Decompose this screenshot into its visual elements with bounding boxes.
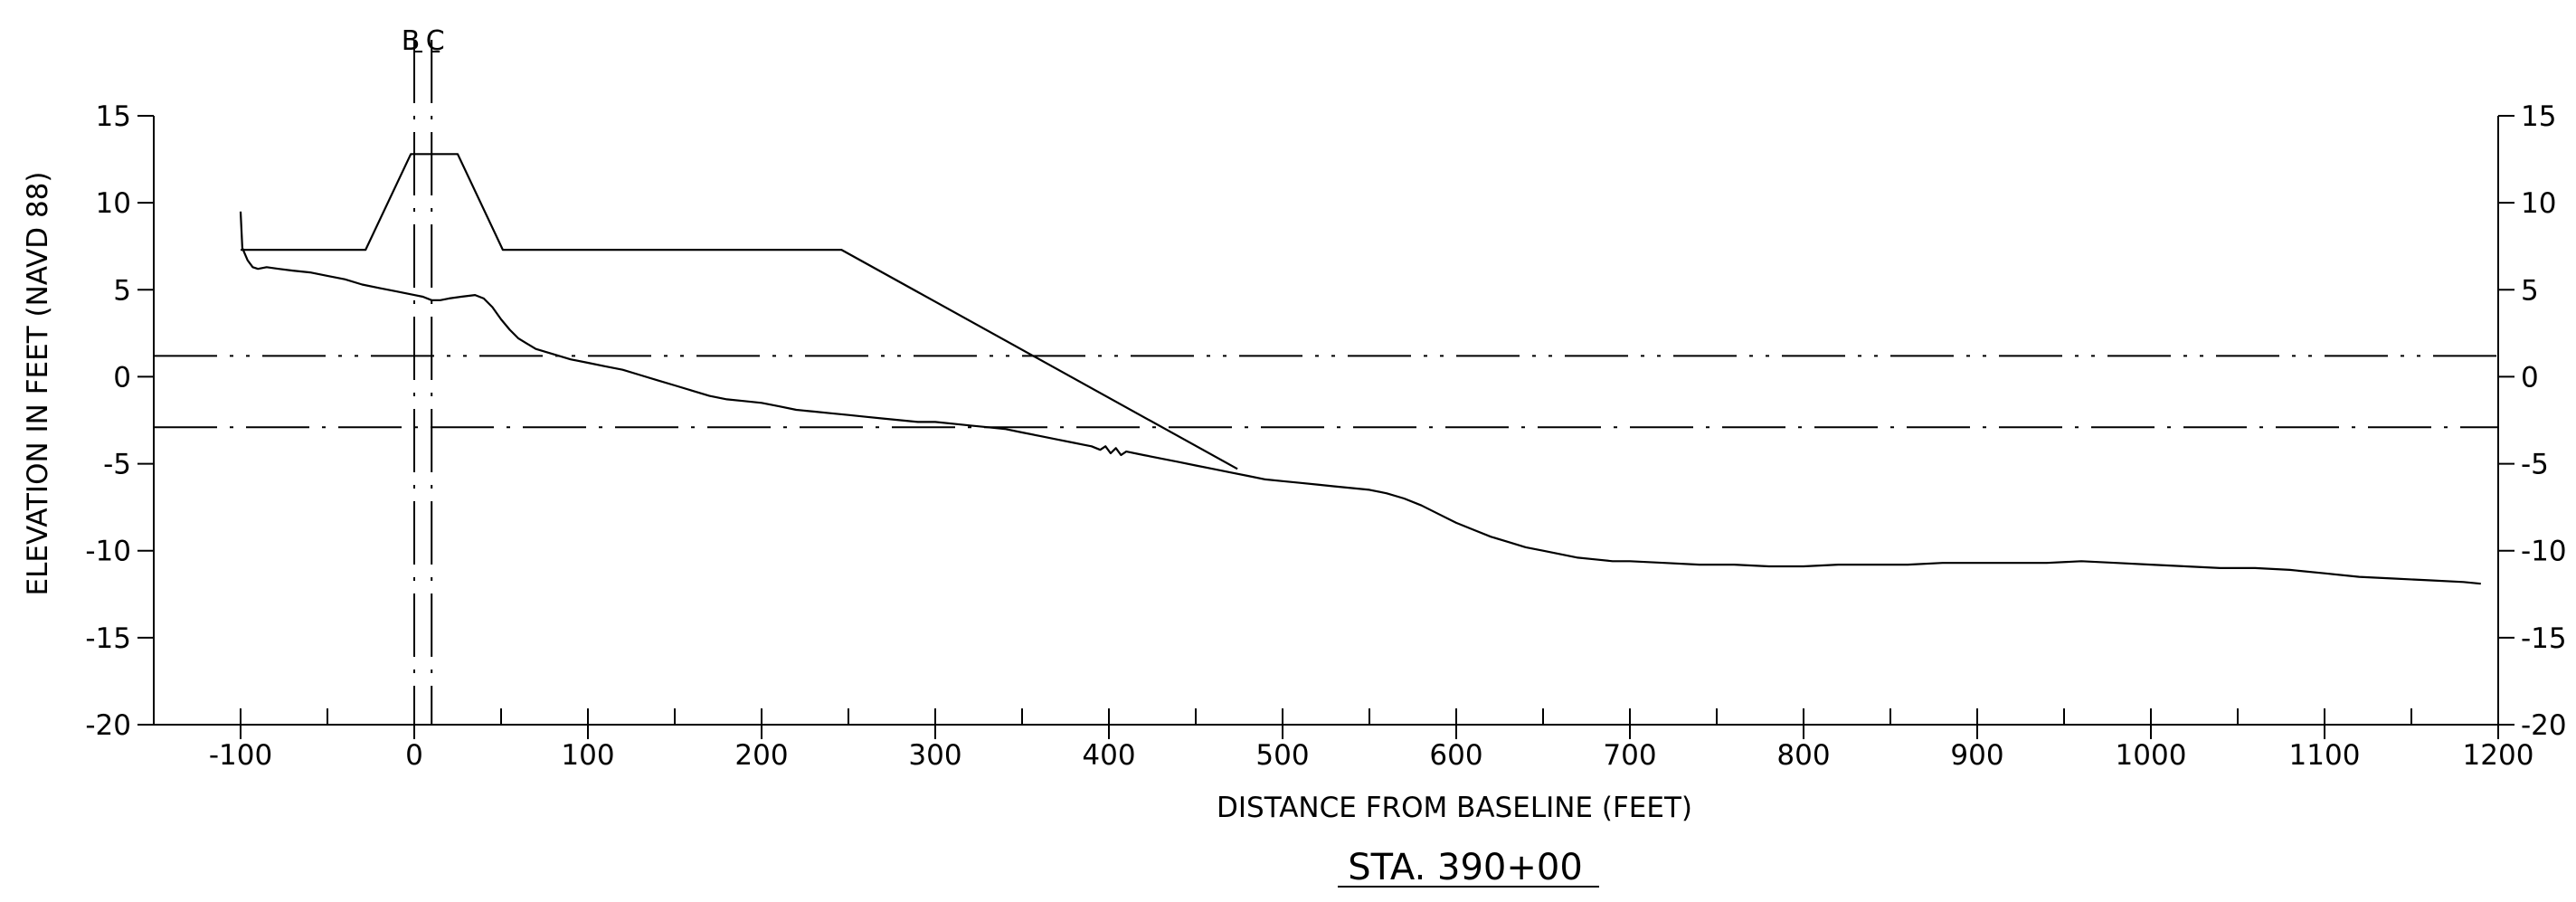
x-tick-label: 400 — [1082, 739, 1135, 772]
chart-title: STA. 390+00 — [1348, 847, 1583, 888]
x-tick-label: 0 — [405, 739, 423, 772]
y-tick-label-left: -15 — [85, 622, 131, 655]
text-labels: ELEVATION IN FEET (NAVD 88) DISTANCE FRO… — [22, 172, 1692, 888]
y-tick-label-right: -10 — [2521, 536, 2567, 568]
x-tick-label: 500 — [1255, 739, 1309, 772]
y-axis-label: ELEVATION IN FEET (NAVD 88) — [22, 172, 54, 596]
y-tick-label-right: -15 — [2521, 622, 2567, 655]
x-tick-label: 600 — [1429, 739, 1482, 772]
reference-line-label: C — [426, 25, 445, 57]
x-axis-label: DISTANCE FROM BASELINE (FEET) — [1217, 792, 1692, 824]
series-design-section — [241, 153, 1238, 470]
y-tick-label-right: -20 — [2521, 709, 2567, 742]
x-tick-label: 1100 — [2289, 739, 2361, 772]
x-tick-label: 300 — [908, 739, 961, 772]
y-tick-label-left: 10 — [96, 187, 131, 220]
series-ground-line — [239, 211, 2481, 585]
y-tick-label-left: -5 — [103, 449, 131, 481]
y-tick-label-left: -10 — [85, 536, 131, 568]
y-tick-label-right: 10 — [2521, 187, 2556, 220]
y-tick-label-left: -20 — [85, 709, 131, 742]
x-tick-label: 100 — [561, 739, 614, 772]
series — [239, 153, 2481, 585]
x-tick-label: 800 — [1776, 739, 1830, 772]
x-tick-label: 200 — [734, 739, 788, 772]
x-tick-label: 700 — [1603, 739, 1656, 772]
y-tick-label-left: 0 — [113, 361, 131, 394]
y-tick-label-right: 5 — [2521, 274, 2539, 307]
x-tick-label: 1200 — [2463, 739, 2534, 772]
x-tick-label: 1000 — [2116, 739, 2187, 772]
y-tick-label-right: 15 — [2521, 100, 2556, 133]
reference-line-label: B — [402, 25, 421, 57]
y-tick-label-left: 5 — [113, 274, 131, 307]
axes: -20 -20 -15 -15 -10 -10 -5 -5 0 0 5 5 10 10 15 15 -100 0 1… — [85, 100, 2566, 772]
x-tick-label: 900 — [1950, 739, 2003, 772]
y-tick-label-right: 0 — [2521, 361, 2539, 394]
x-tick-label: -100 — [209, 739, 272, 772]
y-tick-label-right: -5 — [2521, 449, 2549, 481]
y-tick-label-left: 15 — [96, 100, 131, 133]
